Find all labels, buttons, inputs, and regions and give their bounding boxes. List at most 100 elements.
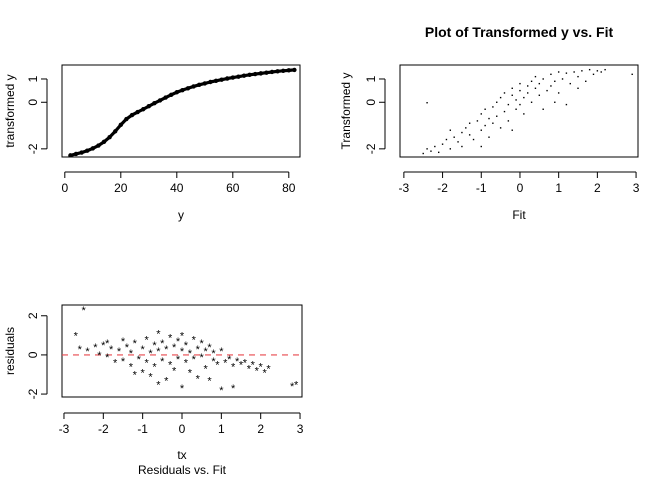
data-point [527,92,529,94]
data-point: * [211,348,216,360]
data-point [437,151,440,154]
data-point: * [74,330,79,342]
data-point: * [121,356,126,368]
data-point: * [180,330,185,342]
x-tick-label: 2 [257,422,264,436]
data-point: * [219,346,224,358]
data-point: * [207,375,212,387]
data-point [538,94,541,96]
data-point [453,136,455,138]
x-tick-label: 20 [114,181,128,195]
data-point: * [156,328,161,340]
data-point: * [207,342,212,354]
data-point: * [176,354,181,366]
data-point: * [160,338,165,350]
x-tick-label: -1 [476,181,487,195]
plot-frame [61,304,303,398]
data-point [461,131,463,134]
data-point [581,70,583,72]
data-point: * [101,340,106,352]
x-axis-label: tx [177,448,186,462]
data-point: * [196,344,201,356]
data-point: * [144,334,149,346]
plot-frame [399,64,639,158]
data-point: * [133,369,138,381]
data-point [480,129,482,131]
data-point [519,82,521,85]
y-tick-label: 2 [26,312,40,319]
x-tick-label: 2 [594,181,601,195]
data-point: * [168,332,173,344]
data-point: * [156,346,161,358]
data-point: * [255,366,260,378]
plot-title: Residuals vs. Fit [138,463,227,477]
y-tick-label: -2 [26,143,40,154]
data-point: * [97,350,102,362]
y-axis-label: transformed y [3,74,17,147]
x-tick-label: -1 [137,422,148,436]
y-tick-label: 1 [26,75,40,82]
data-point [492,122,494,124]
y-tick-label: 0 [26,99,40,106]
data-point: * [247,364,252,376]
data-point: * [85,346,90,358]
x-tick-label: 1 [555,181,562,195]
data-point: * [251,360,256,372]
data-point: * [188,348,193,360]
data-point [484,124,486,127]
data-point: * [133,338,138,350]
data-point: * [121,336,126,348]
data-point [530,80,533,83]
data-point: * [152,340,157,352]
data-point [542,78,544,80]
data-point: * [203,346,208,358]
y-tick-label: 0 [26,351,40,358]
data-point [569,82,571,85]
panel-1 [41,64,301,178]
data-point [507,120,510,122]
data-point: * [231,362,236,374]
x-tick-label: -3 [399,181,410,195]
data-point [554,101,556,103]
data-point: * [109,344,114,356]
data-point: * [105,338,110,350]
panel-3: *** * ************************************… [41,304,303,419]
x-axis-label: y [178,208,184,222]
data-point [554,80,556,83]
data-point [507,103,510,106]
panel-2 [379,64,639,178]
data-point [592,73,595,76]
data-point [511,87,513,89]
data-point [577,75,579,78]
data-point [480,113,482,115]
data-point [604,68,606,71]
data-point [480,145,482,148]
data-point [445,138,448,141]
data-point [561,78,564,80]
data-point: * [200,338,205,350]
data-point [557,92,560,94]
data-point [426,148,428,150]
data-point [484,108,486,110]
data-point [631,73,633,76]
data-point: * [160,356,165,368]
data-point: * [259,362,264,374]
data-point: * [164,344,169,356]
data-point: * [184,340,189,352]
data-point: * [203,364,208,376]
data-point [472,138,475,141]
plot-frame [61,64,301,158]
data-point: * [78,344,83,356]
data-point [542,108,544,110]
x-tick-label: -2 [437,181,448,195]
data-point: * [176,336,181,348]
y-axis-label: Transformed y [339,73,353,150]
data-point: * [148,371,153,383]
data-point: * [93,342,98,354]
data-point: * [243,358,248,370]
data-point [546,89,548,92]
data-point [538,82,541,85]
data-point: * [129,348,134,360]
data-point [441,143,444,145]
y-tick-label: 1 [364,75,378,82]
